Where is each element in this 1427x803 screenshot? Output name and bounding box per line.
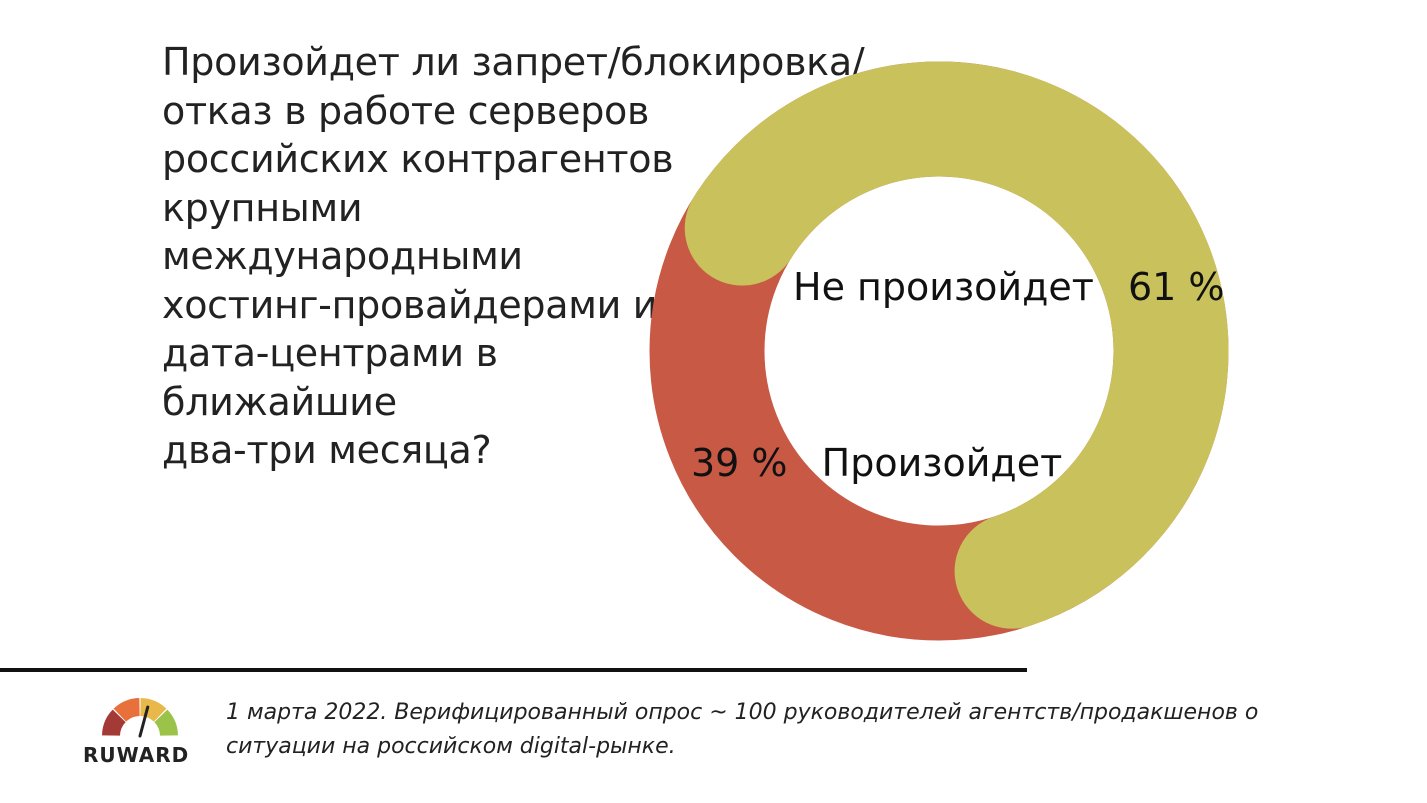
gauge-icon [102,698,178,738]
slice-label-text: Не произойдет [793,265,1094,309]
survey-footnote: 1 марта 2022. Верифицированный опрос ~ 1… [226,696,1406,764]
slice-value-text: 39 % [691,441,788,485]
gauge-segment [154,709,178,736]
slice-label-text: Произойдет [822,441,1063,485]
question-line: международными [162,234,523,278]
question-line: крупными [162,185,363,230]
donut-slices [649,61,1229,641]
gauge-segment [102,709,126,736]
footnote-line: ситуации на российском digital-рынке. [226,734,676,759]
question-line: хостинг-провайдерами и [162,282,658,327]
gauge-segment [113,698,140,722]
survey-question: Произойдет ли запрет/блокировка/ отказ в… [162,38,865,475]
slice-value-text: 61 % [1128,265,1225,309]
donut-slice-not-happen [649,61,1229,641]
footnote-line: 1 марта 2022. Верифицированный опрос ~ 1… [226,700,1259,725]
question-line: отказ в работе серверов [162,88,650,133]
question-line: российских контрагентов [162,137,674,181]
question-line: дата-центрами в [162,331,498,375]
donut-labels: Не произойдет 61 % 39 % Произойдет [691,265,1225,485]
slice-label-happen: 39 % Произойдет [691,441,1062,485]
gauge-needle [138,705,150,738]
question-line: ближайшие [162,379,397,424]
footer-divider [0,668,1027,672]
slice-label-not-happen: Не произойдет 61 % [793,265,1225,309]
logo-wordmark: RUWARD [83,743,190,767]
ruward-logo [102,698,178,738]
question-line: Произойдет ли запрет/блокировка/ [162,40,865,84]
question-line: два-три месяца? [162,428,492,472]
